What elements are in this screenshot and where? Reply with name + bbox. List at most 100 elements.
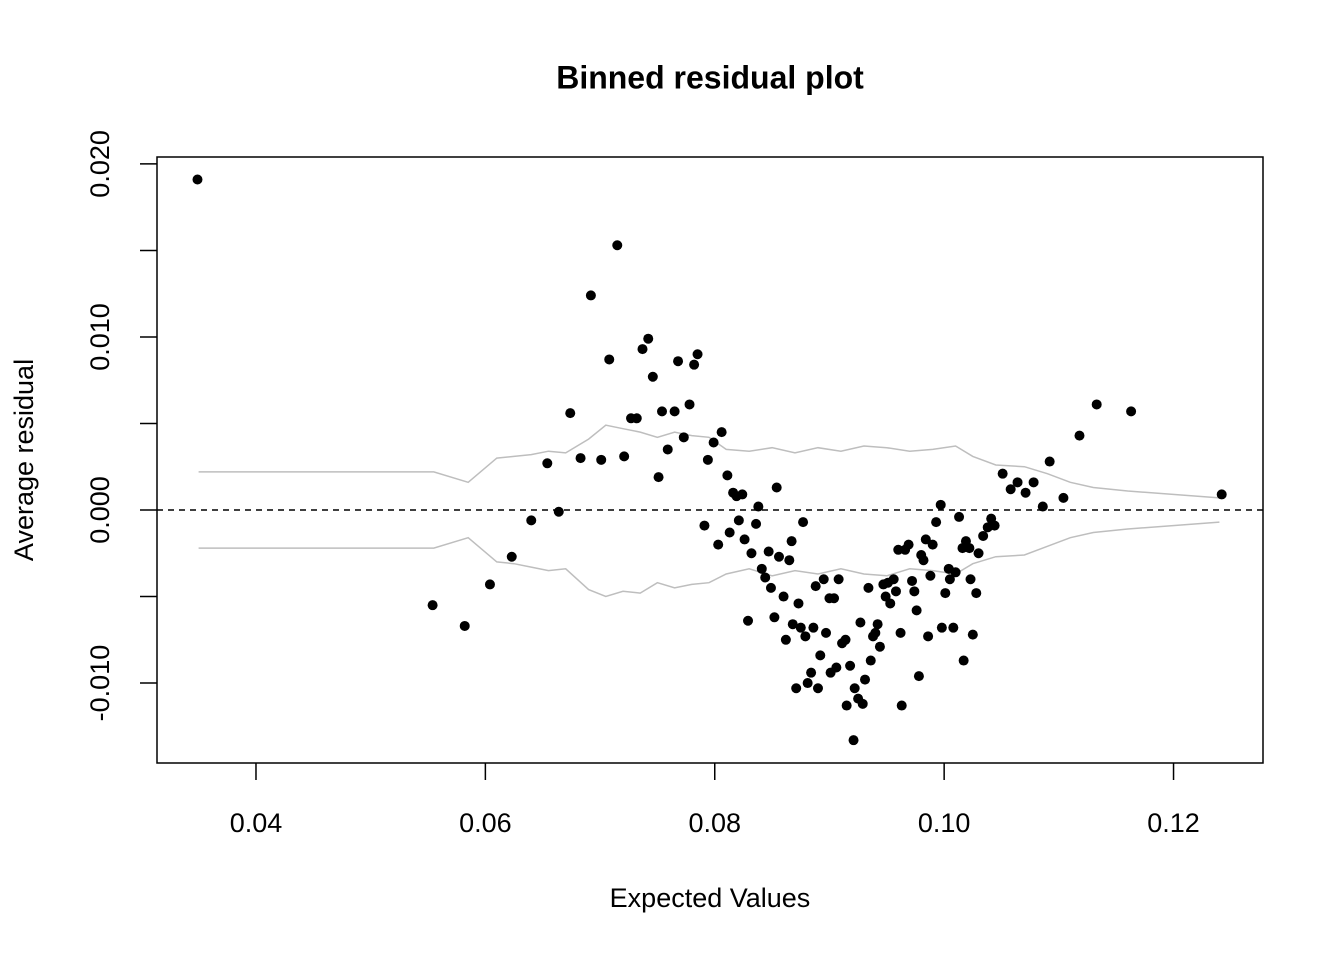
point: [812, 683, 823, 694]
point: [773, 551, 784, 562]
point: [733, 515, 744, 526]
point: [965, 574, 976, 585]
point: [713, 539, 724, 550]
y-tick-label: 0.010: [85, 303, 115, 371]
point: [756, 563, 767, 574]
point: [795, 622, 806, 633]
point: [689, 359, 700, 370]
x-tick-label: 0.08: [688, 808, 741, 838]
point: [978, 530, 989, 541]
plot-frame: [156, 156, 1264, 764]
point: [958, 655, 969, 666]
point: [857, 698, 868, 709]
point: [936, 622, 947, 633]
point: [913, 671, 924, 682]
point: [1037, 501, 1048, 512]
point: [931, 517, 942, 528]
point: [769, 612, 780, 623]
point: [506, 551, 517, 562]
x-tick-label: 0.12: [1147, 808, 1200, 838]
point: [798, 517, 809, 528]
point: [1058, 492, 1069, 503]
point: [829, 593, 840, 604]
point: [751, 518, 762, 529]
point: [708, 437, 719, 448]
point: [739, 534, 750, 545]
point: [662, 444, 673, 455]
point: [865, 655, 876, 666]
point: [848, 735, 859, 746]
point: [669, 406, 680, 417]
point: [950, 567, 961, 578]
point: [1020, 487, 1031, 498]
point: [855, 617, 866, 628]
point: [526, 515, 537, 526]
bound-line: [198, 521, 1220, 598]
point: [808, 622, 819, 633]
point: [596, 454, 607, 465]
point: [787, 619, 798, 630]
point: [746, 548, 757, 559]
point: [716, 427, 727, 438]
point: [1216, 489, 1227, 500]
point: [923, 631, 934, 642]
point: [948, 622, 959, 633]
point: [920, 534, 931, 545]
point: [743, 615, 754, 626]
point: [673, 356, 684, 367]
point: [821, 627, 832, 638]
point: [907, 575, 918, 586]
point: [1091, 399, 1102, 410]
point: [918, 555, 929, 566]
point: [643, 333, 654, 344]
point: [575, 453, 586, 464]
x-axis-label: Expected Values: [610, 883, 811, 913]
point: [637, 344, 648, 355]
point: [874, 641, 885, 652]
x-tick-label: 0.06: [459, 808, 512, 838]
point: [653, 472, 664, 483]
point: [841, 700, 852, 711]
point: [888, 574, 899, 585]
point: [940, 588, 951, 599]
point: [737, 489, 748, 500]
point: [784, 555, 795, 566]
point: [791, 683, 802, 694]
point: [765, 582, 776, 593]
point: [702, 454, 713, 465]
point: [1028, 477, 1039, 488]
point: [763, 546, 774, 557]
point: [780, 634, 791, 645]
point: [722, 470, 733, 481]
point: [724, 527, 735, 538]
point: [863, 582, 874, 593]
point: [771, 482, 782, 493]
point: [810, 581, 821, 592]
point: [1074, 430, 1085, 441]
point: [989, 520, 1000, 531]
point: [657, 406, 668, 417]
point: [778, 591, 789, 602]
point: [647, 371, 658, 382]
point: [684, 399, 695, 410]
point: [192, 174, 203, 185]
point: [895, 627, 906, 638]
point: [967, 629, 978, 640]
point: [927, 539, 938, 550]
point: [944, 574, 955, 585]
point: [885, 598, 896, 609]
point: [870, 627, 881, 638]
point: [833, 574, 844, 585]
point: [699, 520, 710, 531]
point: [818, 574, 829, 585]
point: [553, 506, 564, 517]
point: [612, 240, 623, 251]
point: [800, 631, 811, 642]
point: [815, 650, 826, 661]
point: [692, 349, 703, 360]
y-axis-label: Average residual: [9, 359, 39, 561]
point: [872, 619, 883, 630]
point: [845, 660, 856, 671]
